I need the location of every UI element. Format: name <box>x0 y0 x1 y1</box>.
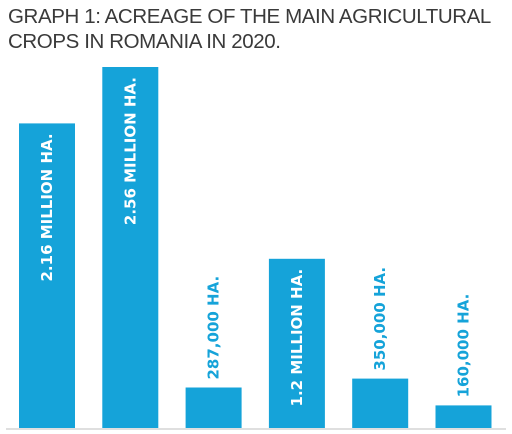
bar-2 <box>102 67 159 428</box>
bar-label-6: 160,000 HA. <box>455 294 473 398</box>
bar-1 <box>19 123 75 429</box>
bar-5 <box>352 378 409 428</box>
bar-label-5: 350,000 HA. <box>371 267 389 371</box>
chart-title-line-1: GRAPH 1: ACREAGE OF THE MAIN AGRICULTURA… <box>8 5 491 28</box>
bar-label-1: 2.16 MILLION HA. <box>38 133 56 281</box>
bar-4 <box>268 258 325 428</box>
bar-3 <box>185 387 242 428</box>
bar-label-2: 2.56 MILLION HA. <box>121 77 139 225</box>
bar-6 <box>435 405 492 428</box>
chart-title: GRAPH 1: ACREAGE OF THE MAIN AGRICULTURA… <box>8 4 508 54</box>
chart-title-line-2: CROPS IN ROMANIA IN 2020. <box>8 30 281 53</box>
bar-label-4: 1.2 MILLION HA. <box>288 269 306 407</box>
bar-label-3: 287,000 HA. <box>205 276 223 380</box>
